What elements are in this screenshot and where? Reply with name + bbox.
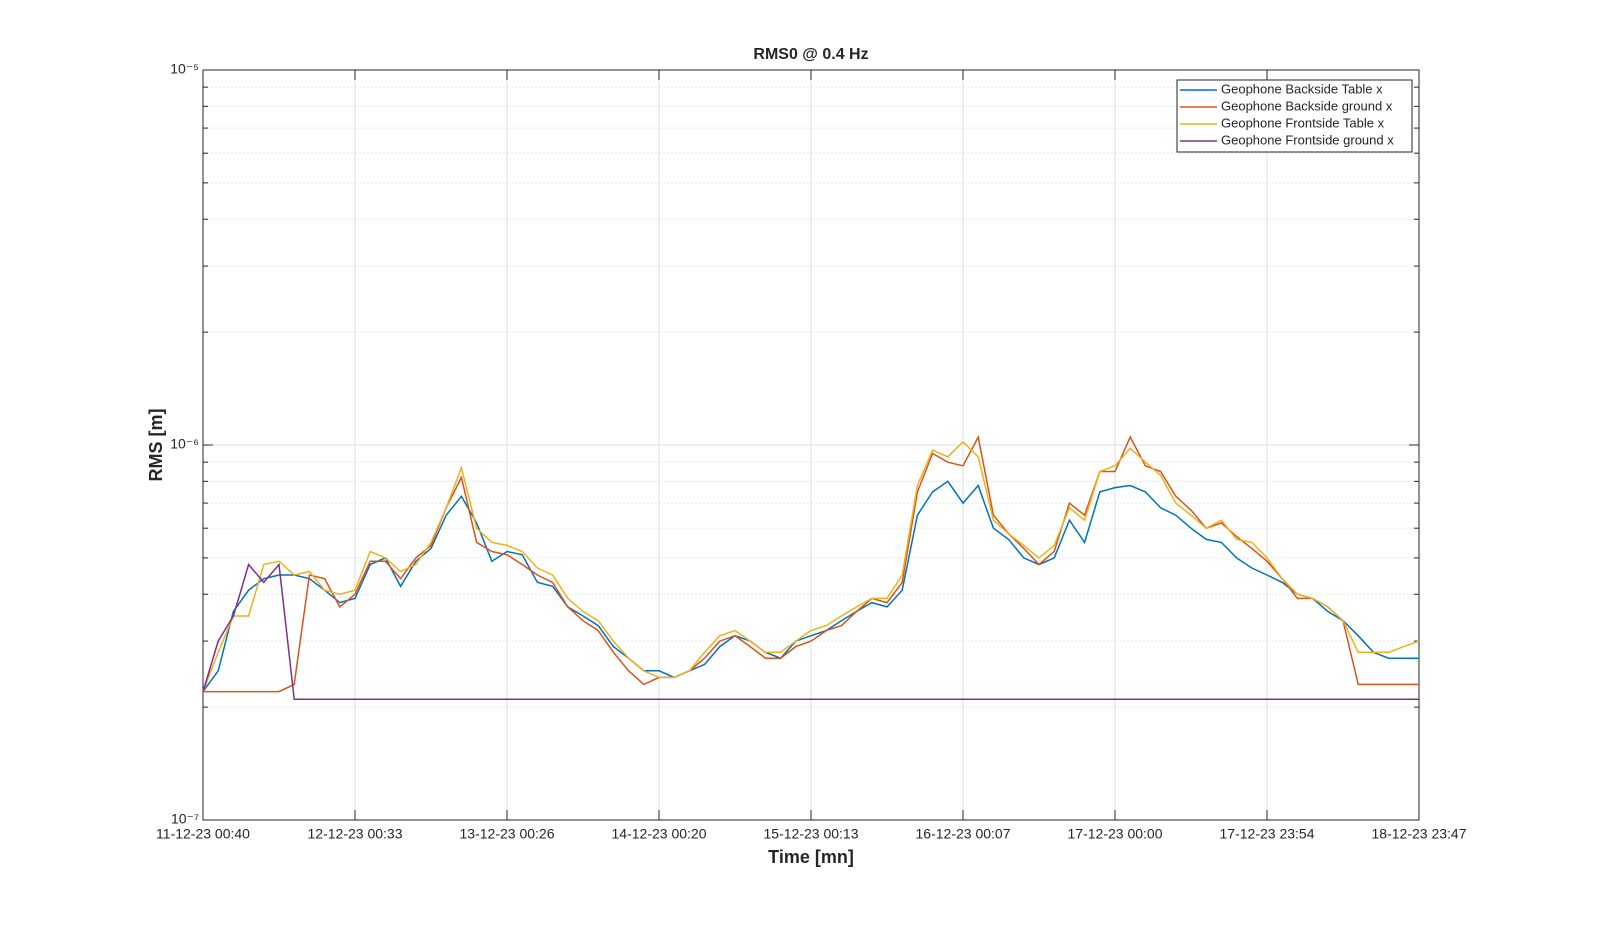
x-tick-label: 15-12-23 00:13 [764, 826, 859, 842]
y-tick-label: 10⁻⁶ [170, 436, 199, 452]
legend-label: Geophone Backside ground x [1221, 98, 1393, 113]
x-tick-label: 16-12-23 00:07 [916, 826, 1011, 842]
legend-label: Geophone Backside Table x [1221, 81, 1383, 96]
y-axis-label: RMS [m] [146, 409, 166, 482]
legend-box [1176, 79, 1413, 153]
y-tick-label: 10⁻⁷ [171, 811, 199, 827]
series-line [202, 440, 1420, 692]
series-line [202, 480, 1419, 693]
x-tick-label: 17-12-23 23:54 [1220, 826, 1315, 842]
x-tick-label: 12-12-23 00:33 [308, 826, 403, 842]
plot-frame [202, 69, 1420, 821]
x-tick-label: 14-12-23 00:20 [612, 826, 707, 842]
y-tick-label: 10⁻⁵ [170, 61, 199, 77]
x-tick-label: 18-12-23 23:47 [1372, 826, 1467, 842]
x-tick-label: 17-12-23 00:00 [1068, 826, 1163, 842]
x-tick-label: 13-12-23 00:26 [460, 826, 555, 842]
x-axis-label: Time [mn] [768, 847, 854, 867]
series-line [203, 434, 1419, 693]
legend-label: Geophone Frontside ground x [1221, 132, 1394, 147]
legend-label: Geophone Frontside Table x [1221, 115, 1385, 130]
chart-title: RMS0 @ 0.4 Hz [753, 46, 868, 63]
x-tick-label: 11-12-23 00:40 [156, 826, 250, 842]
series-line [202, 562, 1419, 700]
